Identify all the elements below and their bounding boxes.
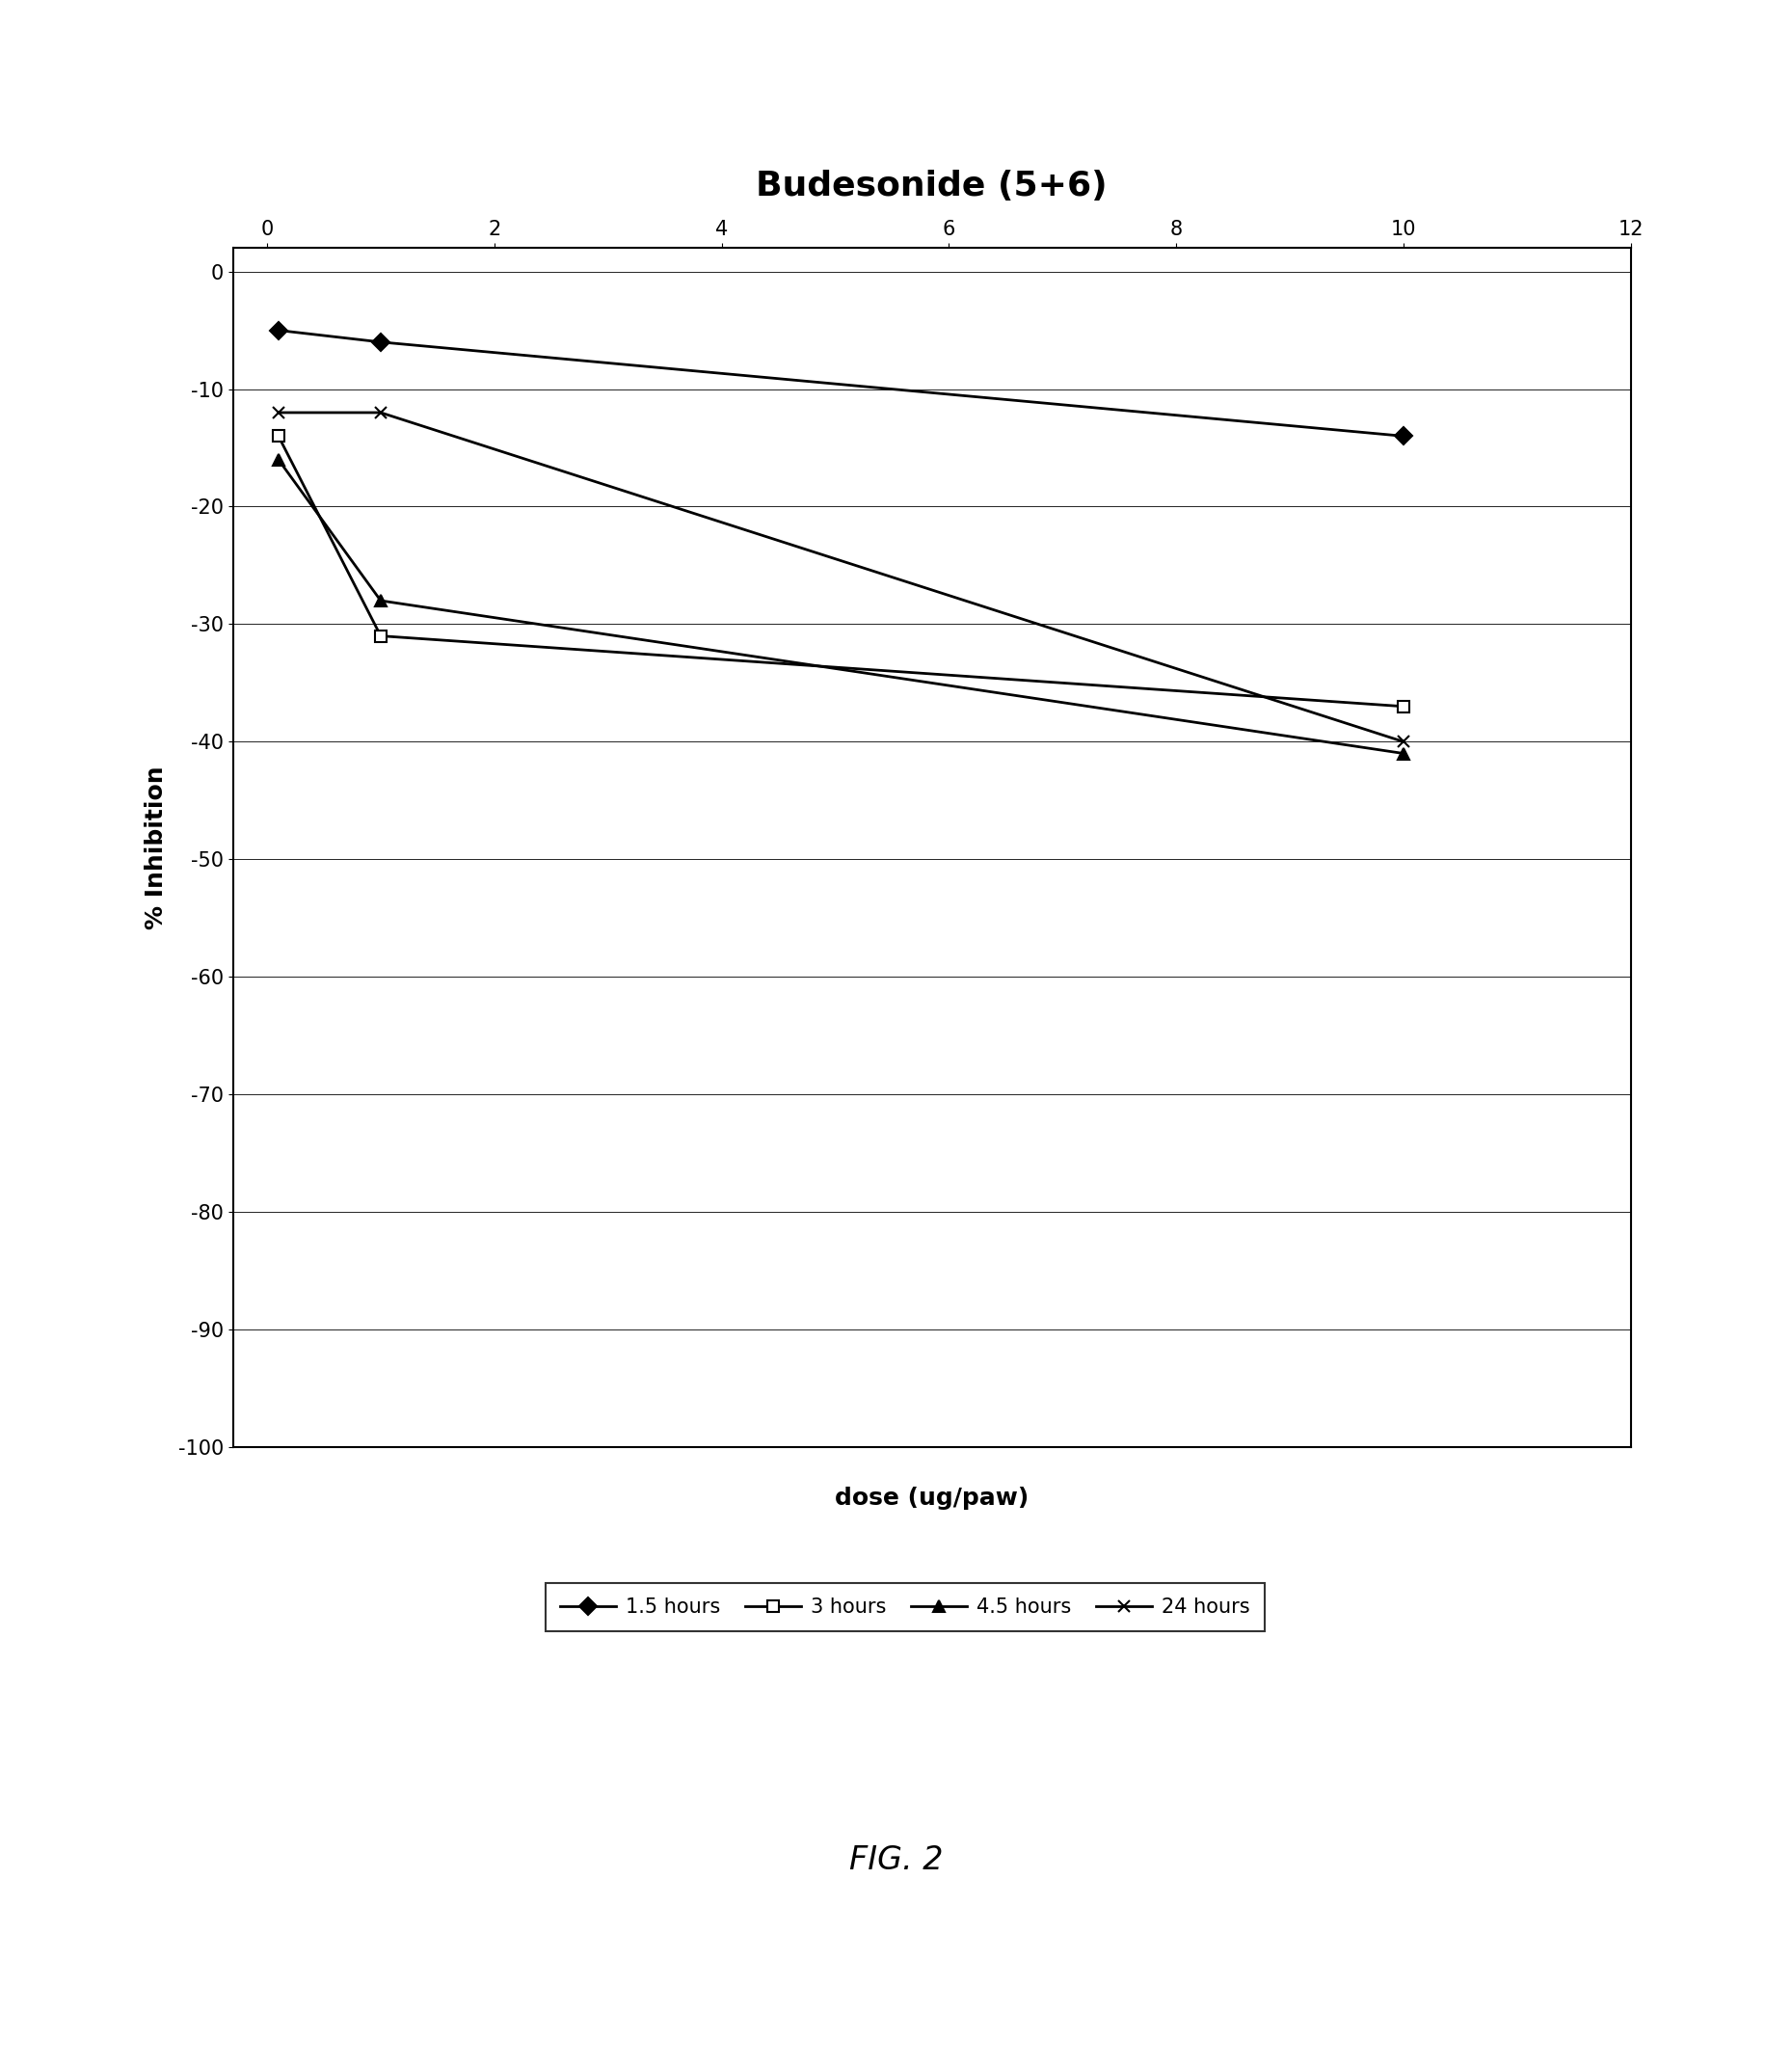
Legend: 1.5 hours, 3 hours, 4.5 hours, 24 hours: 1.5 hours, 3 hours, 4.5 hours, 24 hours: [545, 1583, 1265, 1631]
Line: 3 hours: 3 hours: [272, 430, 1410, 713]
Line: 24 hours: 24 hours: [272, 407, 1410, 748]
Title: Budesonide (5+6): Budesonide (5+6): [756, 169, 1107, 203]
1.5 hours: [267, 318, 289, 343]
Line: 1.5 hours: 1.5 hours: [272, 325, 1410, 442]
4.5 hours: [369, 589, 391, 614]
24 hours: [267, 401, 289, 426]
Line: 4.5 hours: 4.5 hours: [272, 453, 1410, 759]
1.5 hours: [1392, 424, 1414, 449]
24 hours: [1392, 730, 1414, 754]
3 hours: [267, 424, 289, 449]
Text: FIG. 2: FIG. 2: [849, 1844, 943, 1877]
Text: dose (ug/paw): dose (ug/paw): [835, 1486, 1029, 1511]
1.5 hours: [369, 329, 391, 353]
3 hours: [1392, 695, 1414, 719]
24 hours: [369, 401, 391, 426]
4.5 hours: [1392, 742, 1414, 767]
4.5 hours: [267, 446, 289, 471]
3 hours: [369, 624, 391, 649]
Y-axis label: % Inhibition: % Inhibition: [143, 765, 167, 930]
